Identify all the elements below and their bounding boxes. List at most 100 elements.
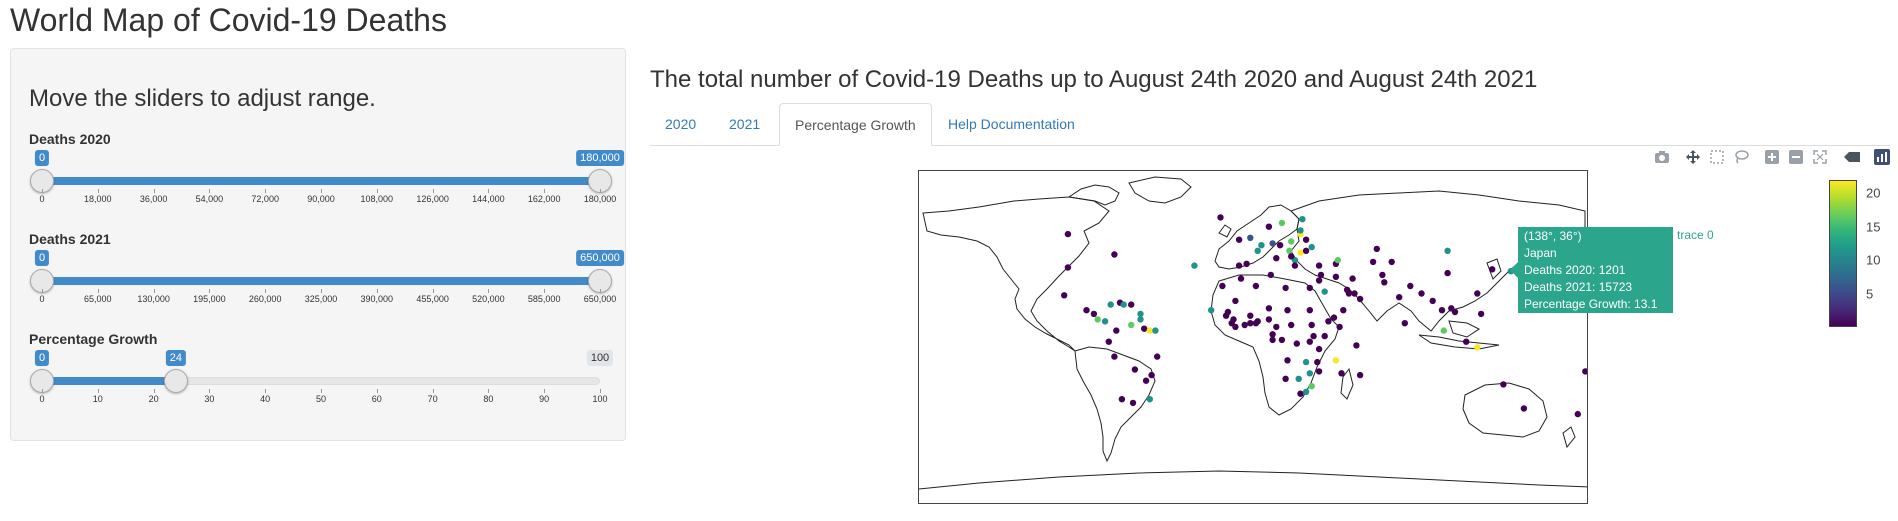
map-point[interactable] <box>1332 273 1340 280</box>
map-point[interactable] <box>1474 344 1481 351</box>
map-point[interactable] <box>1269 331 1276 338</box>
map-point[interactable] <box>1306 307 1313 314</box>
map-point[interactable] <box>1107 301 1114 308</box>
slider-to-handle[interactable] <box>163 369 188 393</box>
map-point[interactable] <box>1146 327 1153 334</box>
map-point[interactable] <box>1269 336 1276 344</box>
map-point[interactable] <box>1336 323 1343 331</box>
map-point[interactable] <box>1302 236 1310 243</box>
map-point[interactable] <box>1291 262 1299 269</box>
map-point[interactable] <box>1243 260 1250 267</box>
map-point[interactable] <box>1474 290 1481 297</box>
map-point[interactable] <box>1265 223 1273 230</box>
map-point[interactable] <box>1278 219 1286 227</box>
map-point[interactable] <box>1276 242 1284 249</box>
map-point[interactable] <box>1451 308 1459 316</box>
map-point[interactable] <box>1258 242 1265 249</box>
map-point[interactable] <box>1288 238 1295 245</box>
map-point[interactable] <box>1235 262 1243 269</box>
map-point[interactable] <box>1373 245 1380 253</box>
map-point[interactable] <box>1332 357 1340 364</box>
map-point[interactable] <box>1353 342 1360 349</box>
map-point[interactable] <box>1118 396 1126 403</box>
map-point[interactable] <box>1265 316 1273 323</box>
map-point[interactable] <box>1297 227 1304 234</box>
map-point[interactable] <box>1146 396 1153 403</box>
map-point[interactable] <box>1254 318 1261 325</box>
map-point[interactable] <box>1191 262 1198 269</box>
map-point[interactable] <box>1148 371 1155 379</box>
map-point[interactable] <box>1237 275 1245 282</box>
map-point[interactable] <box>1083 307 1090 314</box>
map-point[interactable] <box>1315 262 1323 269</box>
map-point[interactable] <box>1137 316 1144 323</box>
map-point[interactable] <box>1105 338 1112 345</box>
map-point[interactable] <box>1278 336 1286 344</box>
map-point[interactable] <box>1330 314 1338 321</box>
box-select-icon[interactable] <box>1709 149 1725 165</box>
map-point[interactable] <box>1141 325 1148 332</box>
map-point[interactable] <box>1308 243 1315 251</box>
map-point[interactable] <box>1064 264 1072 271</box>
hover-closest-icon[interactable] <box>1843 149 1860 165</box>
map-point[interactable] <box>1340 307 1347 314</box>
map-point[interactable] <box>1219 282 1226 290</box>
map-point[interactable] <box>1254 247 1261 254</box>
map-point[interactable] <box>1273 323 1280 331</box>
map-point[interactable] <box>1217 214 1224 221</box>
map-point[interactable] <box>1293 340 1300 347</box>
map-point[interactable] <box>1265 305 1273 312</box>
map-point[interactable] <box>1297 390 1304 397</box>
tab-percentage-growth[interactable]: Percentage Growth <box>779 103 932 146</box>
map-point[interactable] <box>1282 284 1289 292</box>
map-point[interactable] <box>1379 271 1386 279</box>
map-point[interactable] <box>1128 321 1135 329</box>
map-point[interactable] <box>1284 307 1291 314</box>
map-point[interactable] <box>1582 368 1588 375</box>
zoom-out-icon[interactable] <box>1788 149 1804 165</box>
map-point[interactable] <box>1061 292 1068 299</box>
map-point[interactable] <box>1232 297 1239 305</box>
map-point[interactable] <box>1574 410 1581 418</box>
map-point[interactable] <box>1438 307 1446 314</box>
zoom-in-icon[interactable] <box>1764 149 1780 165</box>
map-point[interactable] <box>1308 321 1315 329</box>
map-point[interactable] <box>1267 271 1274 279</box>
map-point[interactable] <box>1356 295 1364 303</box>
map-point[interactable] <box>1252 282 1260 290</box>
map-point[interactable] <box>1284 357 1291 364</box>
map-point[interactable] <box>1094 316 1101 323</box>
map-canvas[interactable] <box>919 171 1588 504</box>
world-map[interactable] <box>918 170 1588 504</box>
map-point[interactable] <box>1113 327 1120 334</box>
map-point[interactable] <box>1396 294 1403 301</box>
map-point[interactable] <box>1288 253 1295 260</box>
map-point[interactable] <box>1444 269 1451 277</box>
map-point[interactable] <box>1302 247 1310 254</box>
tab-2021[interactable]: 2021 <box>729 116 761 132</box>
map-point[interactable] <box>1429 297 1436 305</box>
map-point[interactable] <box>1381 279 1388 286</box>
map-point[interactable] <box>1401 320 1408 327</box>
map-point[interactable] <box>1247 320 1254 327</box>
map-point[interactable] <box>1137 310 1144 318</box>
map-point[interactable] <box>1306 338 1313 345</box>
map-point[interactable] <box>1500 381 1507 388</box>
map-point[interactable] <box>1477 310 1485 318</box>
map-point[interactable] <box>1101 318 1109 325</box>
map-point[interactable] <box>1369 258 1377 266</box>
map-point[interactable] <box>1120 301 1127 308</box>
map-point[interactable] <box>1128 301 1135 308</box>
map-point[interactable] <box>1247 312 1254 319</box>
map-point[interactable] <box>1321 332 1328 340</box>
map-point[interactable] <box>1247 234 1254 241</box>
lasso-icon[interactable] <box>1733 149 1749 165</box>
map-point[interactable] <box>1308 383 1315 390</box>
tab-help-documentation[interactable]: Help Documentation <box>948 116 1075 132</box>
map-point[interactable] <box>1269 240 1276 247</box>
map-point[interactable] <box>1334 256 1341 264</box>
plotly-logo-icon[interactable] <box>1874 149 1890 165</box>
map-point[interactable] <box>1349 275 1356 282</box>
map-point[interactable] <box>1314 358 1321 366</box>
map-point[interactable] <box>1317 271 1325 279</box>
